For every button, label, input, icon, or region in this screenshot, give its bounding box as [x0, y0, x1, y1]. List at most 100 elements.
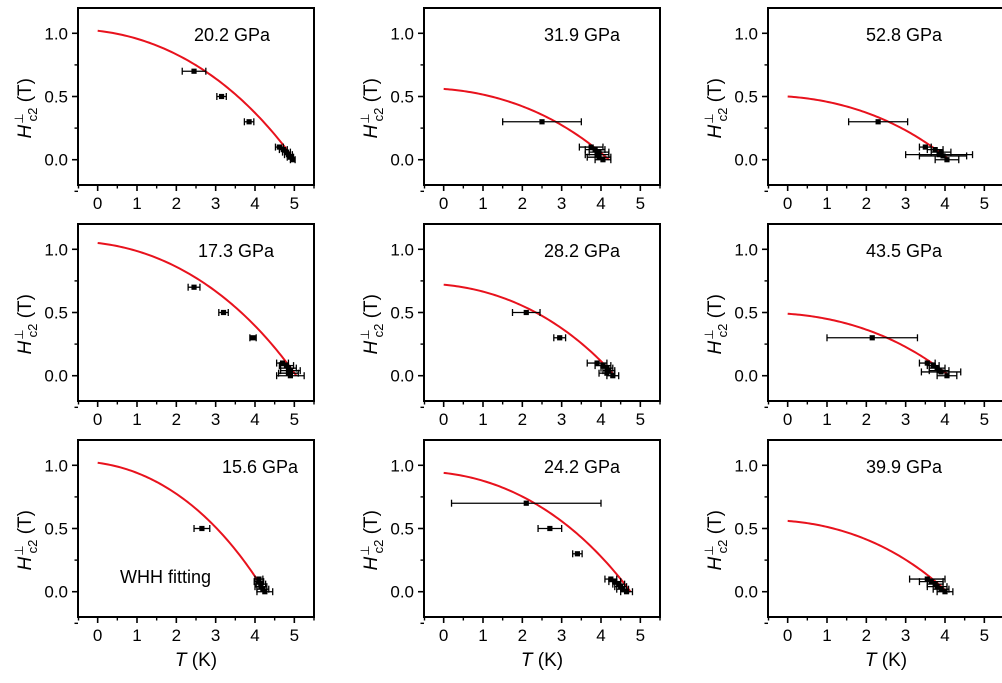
x-tick-label: 4 — [596, 626, 605, 645]
data-marker — [942, 589, 948, 595]
y-axis-label-unit: (T) — [15, 294, 36, 324]
data-point — [243, 118, 255, 126]
x-tick-label: 4 — [250, 410, 259, 429]
data-marker — [869, 335, 875, 341]
plot-frame — [423, 223, 661, 402]
x-tick-label: 1 — [132, 626, 141, 645]
whh-fit-curve — [787, 312, 950, 377]
data-point — [553, 334, 567, 342]
y-axis-label-sup: ⊥ — [702, 545, 716, 555]
y-tick-label: 0.0 — [390, 583, 414, 602]
x-tick-label: 1 — [478, 194, 487, 213]
chart-panel-6: 0 1 2 3 4 5 0.0 0.5 1.0 H ⊥c2 (T) 43.5 GPa — [702, 223, 1002, 429]
y-axis-label-var: H — [361, 341, 382, 355]
x-tick-label: 4 — [250, 194, 259, 213]
data-point — [187, 283, 201, 291]
y-tick-label: 1.0 — [734, 240, 758, 259]
data-marker — [924, 576, 930, 582]
data-point — [218, 309, 229, 316]
y-axis-label-sub: c2 — [25, 540, 40, 554]
x-tick-label: 0 — [93, 626, 102, 645]
chart-panel-5: 0 1 2 3 4 5 0.0 0.5 1.0 H ⊥c2 (T) 28.2 GPa — [358, 223, 661, 429]
panel-title: 39.9 GPa — [866, 457, 943, 477]
y-axis-label-unit: (T) — [361, 294, 382, 324]
x-tick-label: 4 — [940, 410, 949, 429]
y-tick-label: 1.0 — [390, 240, 414, 259]
y-axis-label-sub: c2 — [715, 324, 730, 338]
x-tick-label: 4 — [940, 626, 949, 645]
whh-fit-curve — [97, 29, 296, 161]
data-marker — [588, 144, 594, 150]
y-axis-label-unit: (T) — [705, 294, 726, 324]
y-axis-label: H ⊥c2 (T) — [358, 294, 386, 354]
data-marker — [523, 500, 529, 506]
whh-fit-curve — [97, 461, 266, 593]
y-axis-label-sup: ⊥ — [358, 329, 372, 339]
data-point — [537, 525, 563, 532]
x-tick-label: 5 — [290, 410, 299, 429]
data-marker — [557, 335, 563, 341]
y-axis-label-sub: c2 — [371, 324, 386, 338]
y-axis-label-var: H — [705, 341, 726, 355]
data-point — [578, 143, 604, 151]
whh-fit-curve — [787, 95, 950, 161]
data-marker — [938, 586, 944, 592]
y-axis-label: H ⊥c2 (T) — [12, 78, 40, 138]
data-marker — [600, 363, 606, 369]
data-marker — [592, 147, 598, 153]
data-point — [289, 156, 296, 164]
y-axis-label-sup: ⊥ — [702, 329, 716, 339]
x-axis-label-unit: (K) — [877, 650, 908, 671]
whh-fit-curve — [443, 87, 610, 161]
whh-fit-curve — [443, 471, 632, 593]
data-marker — [199, 525, 205, 532]
x-tick-label: 3 — [557, 410, 566, 429]
data-point — [511, 309, 541, 316]
x-tick-label: 5 — [636, 194, 645, 213]
data-marker — [620, 586, 626, 592]
y-tick-label: 1.0 — [44, 240, 68, 259]
x-tick-label: 0 — [783, 194, 792, 213]
whh-fit-curve — [97, 241, 298, 377]
data-point — [572, 550, 583, 558]
y-axis-label-var: H — [705, 557, 726, 571]
x-tick-label: 5 — [636, 626, 645, 645]
y-axis-label-sub: c2 — [25, 108, 40, 122]
data-marker — [940, 153, 946, 159]
data-marker — [928, 579, 934, 585]
y-axis-label-unit: (T) — [15, 78, 36, 108]
x-axis-label: T (K) — [521, 650, 563, 671]
data-marker — [262, 589, 268, 595]
y-axis-label-sup: ⊥ — [12, 545, 26, 555]
y-axis-label-sub: c2 — [371, 108, 386, 122]
x-tick-label: 3 — [901, 194, 910, 213]
data-point — [620, 588, 634, 596]
data-point — [908, 575, 946, 583]
data-marker — [574, 551, 580, 557]
x-tick-label: 0 — [439, 626, 448, 645]
y-axis-label-sub: c2 — [715, 540, 730, 554]
x-tick-label: 2 — [518, 626, 527, 645]
y-tick-label: 0.5 — [44, 304, 68, 323]
x-tick-label: 0 — [439, 410, 448, 429]
data-marker — [191, 68, 197, 74]
data-marker — [596, 154, 602, 160]
data-point — [502, 118, 582, 126]
plot-frame — [423, 7, 661, 186]
data-marker — [623, 589, 630, 595]
data-marker — [600, 157, 606, 163]
y-tick-label: 0.5 — [390, 88, 414, 107]
x-axis-label-var: T — [521, 650, 534, 671]
data-marker — [246, 119, 252, 125]
y-axis-label-var: H — [705, 125, 726, 139]
x-tick-label: 1 — [478, 410, 487, 429]
y-axis-label-sup: ⊥ — [358, 113, 372, 123]
x-axis-label-unit: (K) — [533, 650, 564, 671]
y-axis-label-unit: (T) — [15, 510, 36, 540]
y-axis-label-var: H — [15, 125, 36, 139]
chart-panel-3: 0 1 2 3 4 5 0.0 0.5 1.0 H ⊥c2 (T) 52.8 GPa — [702, 7, 1002, 213]
chart-panel-9: 0 1 2 3 4 5 0.0 0.5 1.0 H ⊥c2 (T) T (K) 39.9 GPa — [702, 439, 1002, 671]
y-axis-label-sup: ⊥ — [358, 545, 372, 555]
chart-panel-1: 0 1 2 3 4 5 0.0 0.5 1.0 H ⊥c2 (T) 20.2 GPa — [12, 7, 315, 213]
data-marker — [539, 119, 545, 125]
